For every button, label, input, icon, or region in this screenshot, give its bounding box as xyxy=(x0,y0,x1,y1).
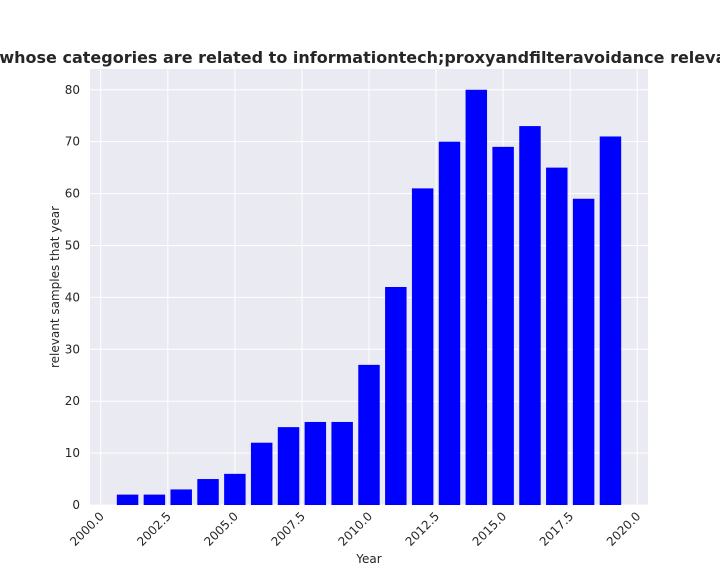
bar-2014 xyxy=(465,89,488,505)
y-tick-label: 0 xyxy=(72,498,80,512)
bar-2002 xyxy=(143,494,166,505)
y-tick-label: 70 xyxy=(65,135,80,149)
x-tick-label: 2005.0 xyxy=(201,509,241,549)
x-tick-label: 2000.0 xyxy=(67,509,107,549)
bar-2016 xyxy=(519,126,541,505)
y-tick-label: 10 xyxy=(65,446,80,460)
bar-2001 xyxy=(116,494,139,505)
x-tick-label: 2017.5 xyxy=(537,509,577,549)
bar-2018 xyxy=(572,198,595,505)
bar-2003 xyxy=(170,489,192,505)
y-tick-label: 80 xyxy=(65,83,80,97)
y-tick-label: 50 xyxy=(65,238,80,252)
x-tick-label: 2020.0 xyxy=(604,509,644,549)
bar-2011 xyxy=(385,287,407,505)
x-axis-label: Year xyxy=(355,552,381,566)
bar-2008 xyxy=(304,421,327,505)
bar-2006 xyxy=(250,442,273,505)
y-tick-label: 60 xyxy=(65,187,80,201)
x-axis-ticks: 2000.0 2002.5 2005.0 2007.5 2010.0 2012.5 2015… xyxy=(67,509,643,549)
bar-2019 xyxy=(599,136,622,505)
bar-2010 xyxy=(358,364,380,505)
x-tick-label: 2012.5 xyxy=(403,509,443,549)
bar-2009 xyxy=(331,421,353,505)
bar-2004 xyxy=(197,479,219,505)
y-tick-label: 20 xyxy=(65,394,80,408)
x-tick-label: 2007.5 xyxy=(268,509,308,549)
bar-2017 xyxy=(546,167,568,505)
bar-2015 xyxy=(492,146,514,505)
bars xyxy=(116,89,622,505)
bar-2012 xyxy=(411,188,434,505)
y-axis-label: relevant samples that year xyxy=(48,206,62,368)
bar-2007 xyxy=(277,427,300,505)
y-tick-label: 40 xyxy=(65,290,80,304)
bar-2013 xyxy=(438,141,461,505)
y-tick-label: 30 xyxy=(65,342,80,356)
chart-title: Number of samples that year whose catego… xyxy=(0,48,720,67)
x-tick-label: 2010.0 xyxy=(336,509,376,549)
y-axis-ticks: 0 10 20 30 40 50 60 70 80 xyxy=(65,83,80,512)
x-tick-label: 2002.5 xyxy=(134,509,174,549)
x-tick-label: 2015.0 xyxy=(470,509,510,549)
bar-2005 xyxy=(224,473,246,505)
